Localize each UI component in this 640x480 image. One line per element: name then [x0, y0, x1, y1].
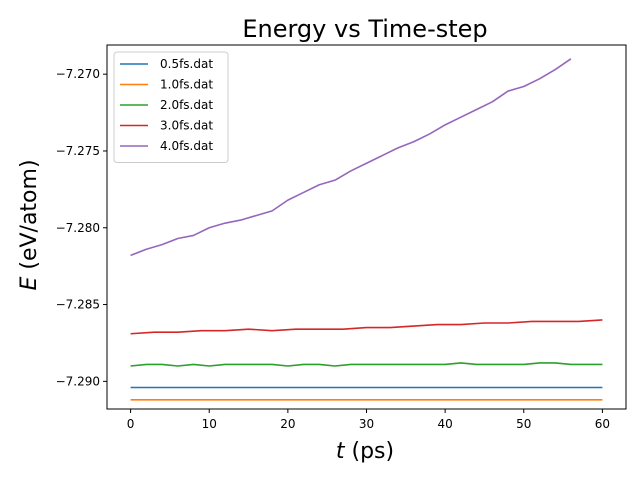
legend-label: 2.0fs.dat — [160, 98, 213, 112]
y-tick-label: −7.280 — [56, 221, 100, 235]
legend: 0.5fs.dat 1.0fs.dat 2.0fs.dat 3.0fs.dat 4.0f… — [113, 51, 229, 163]
y-tick-label: −7.285 — [56, 298, 100, 312]
plot-area — [130, 58, 603, 401]
series-line-2.0fs.dat — [130, 362, 603, 367]
x-tick-label: 20 — [280, 417, 295, 431]
x-tick-label: 40 — [437, 417, 452, 431]
legend-label: 0.5fs.dat — [160, 57, 213, 71]
y-tick-label: −7.275 — [56, 144, 100, 158]
series-line-3.0fs.dat — [130, 319, 603, 335]
legend-label: 1.0fs.dat — [160, 78, 213, 92]
legend-box — [113, 51, 229, 163]
legend-label: 4.0fs.dat — [160, 139, 213, 153]
chart-title: Energy vs Time-step — [242, 15, 487, 43]
x-tick-label: 30 — [359, 417, 374, 431]
x-tick-label: 60 — [595, 417, 610, 431]
x-tick-label: 0 — [127, 417, 135, 431]
y-tick-label: −7.290 — [56, 374, 100, 388]
axes: 0 10 20 30 40 50 60 −7.290 −7.285 −7.280 −7.275 −7.… — [56, 44, 627, 431]
x-tick-label: 10 — [202, 417, 217, 431]
y-tick-label: −7.270 — [56, 67, 100, 81]
x-axis-label: t (ps) — [336, 439, 394, 464]
x-tick-label: 50 — [516, 417, 531, 431]
series-line-4.0fs.dat — [130, 58, 572, 257]
y-axis-label: E (eV/atom) — [17, 159, 42, 290]
legend-label: 3.0fs.dat — [160, 119, 213, 133]
